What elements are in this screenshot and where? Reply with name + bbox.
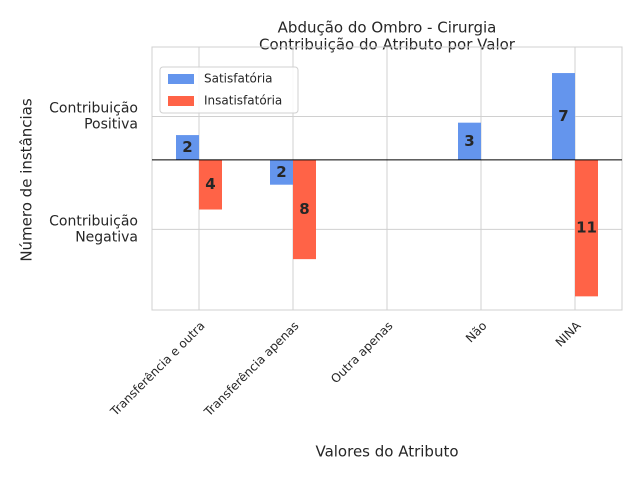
y-tick-label: Contribuição Positiva [49, 100, 138, 132]
legend-label: Satisfatória [204, 72, 273, 86]
bar [575, 159, 598, 297]
bar [552, 73, 575, 160]
legend-swatch [168, 74, 194, 84]
x-tick-label: Não [463, 319, 490, 346]
legend-label: Insatisfatória [204, 94, 282, 108]
x-tick-label: Transferência apenas [201, 319, 302, 420]
x-tick-label: Transferência e outra [107, 319, 208, 420]
data-label: 7 [558, 107, 568, 125]
bar [199, 159, 222, 210]
data-label: 3 [464, 132, 474, 150]
x-tick-label: Outra apenas [328, 319, 395, 386]
x-axis-label: Valores do Atributo [315, 443, 458, 461]
data-label: 8 [299, 200, 309, 218]
data-label: 4 [205, 175, 215, 193]
y-axis-label: Número de instâncias [18, 98, 36, 262]
plot-frame [151, 46, 623, 311]
data-label: 11 [576, 219, 597, 237]
bar [293, 159, 316, 260]
bar [270, 159, 293, 185]
x-tick-label: NINA [553, 318, 584, 349]
data-label: 2 [276, 163, 286, 181]
legend-swatch [168, 96, 194, 106]
data-label: 2 [182, 138, 192, 156]
legend-box [159, 66, 299, 114]
bar [458, 122, 481, 160]
chart-title: Abdução do Ombro - Cirurgia Contribuição … [259, 18, 516, 53]
y-tick-label: Contribuição Negativa [49, 213, 138, 245]
bar [176, 135, 199, 160]
